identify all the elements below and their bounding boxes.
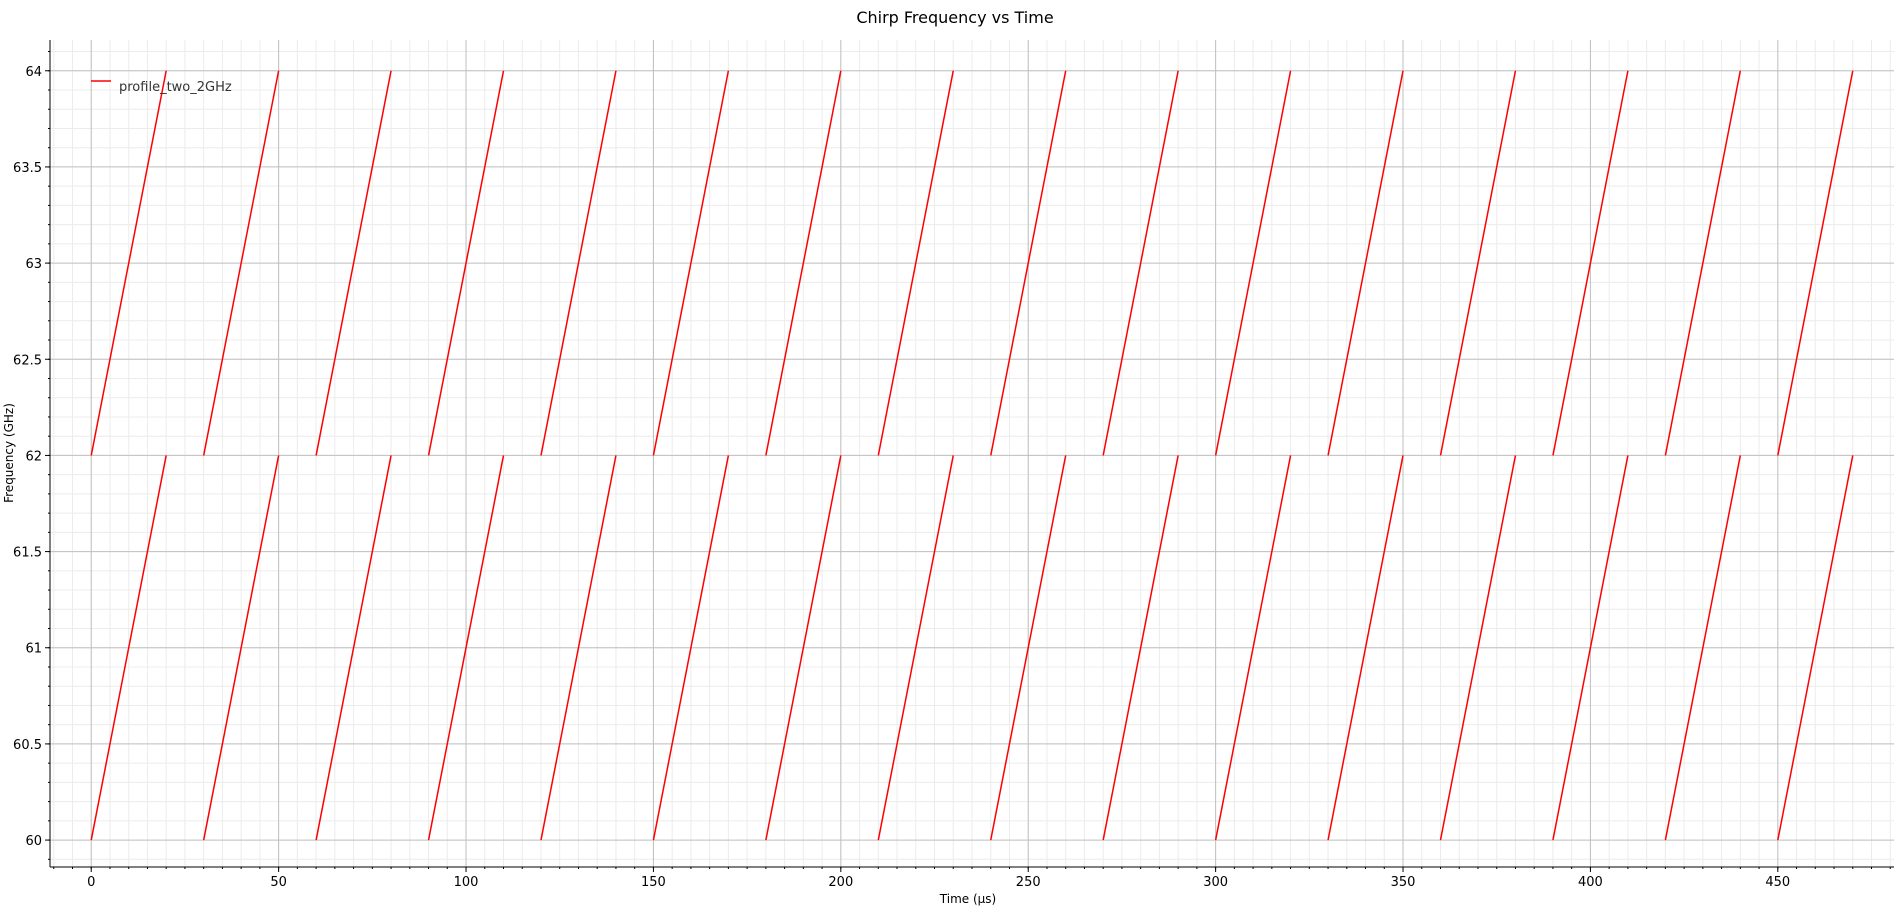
x-tick-label: 200 <box>828 875 853 890</box>
chirp-segment <box>315 455 392 841</box>
y-tick-label: 60.5 <box>13 738 42 753</box>
chirp-segment <box>1102 455 1179 841</box>
x-tick-label: 400 <box>1578 875 1603 890</box>
y-tick-label: 63 <box>25 257 42 272</box>
y-tick-label: 63.5 <box>13 161 42 176</box>
chirp-segment <box>1102 70 1179 456</box>
chirp-segment <box>877 455 954 841</box>
x-tick-label: 150 <box>641 875 666 890</box>
chirp-segment <box>1439 455 1517 841</box>
chirp-segment <box>877 70 954 456</box>
chirp-segment <box>427 70 505 456</box>
x-tick-label: 0 <box>87 875 95 890</box>
chirp-segment <box>765 455 842 841</box>
x-axis-label: Time (µs) <box>939 892 996 906</box>
y-tick-label: 62.5 <box>13 353 42 368</box>
x-axis-ticks: 0 50 100 150 200 250 300 350 400 450 <box>53 867 1891 890</box>
chirp-segment <box>1214 70 1292 456</box>
chirp-segment <box>1439 70 1517 456</box>
chirp-segment <box>1327 70 1404 456</box>
chirp-segment <box>652 455 730 841</box>
chirp-segment <box>315 70 392 456</box>
chirp-segment <box>1777 455 1854 841</box>
chirp-segment <box>1327 455 1404 841</box>
chirp-segment <box>1664 455 1742 841</box>
chirp-segment <box>652 70 730 456</box>
chirp-segment <box>90 70 167 456</box>
chirp-segment <box>202 70 280 456</box>
x-tick-label: 50 <box>270 875 287 890</box>
y-tick-label: 60 <box>25 834 42 849</box>
x-tick-label: 350 <box>1391 875 1416 890</box>
x-tick-label: 450 <box>1765 875 1790 890</box>
chirp-segment <box>1552 70 1629 456</box>
chirp-segment <box>1664 70 1742 456</box>
x-tick-label: 250 <box>1016 875 1041 890</box>
y-tick-label: 64 <box>25 65 42 80</box>
chirp-segment <box>765 70 842 456</box>
x-tick-label: 100 <box>454 875 479 890</box>
chirp-segment <box>202 455 280 841</box>
legend: profile_two_2GHz <box>91 80 232 95</box>
chirp-segment <box>990 70 1067 456</box>
chirp-segment <box>1214 455 1292 841</box>
chart-title: Chirp Frequency vs Time <box>856 8 1053 27</box>
chirp-segment <box>1552 455 1629 841</box>
chirp-segment <box>540 70 617 456</box>
x-tick-label: 300 <box>1203 875 1228 890</box>
y-tick-label: 61.5 <box>13 546 42 561</box>
chirp-segment <box>427 455 505 841</box>
y-tick-label: 61 <box>25 642 42 657</box>
chirp-segment <box>90 455 167 841</box>
y-axis-label: Frequency (GHz) <box>2 403 16 503</box>
chirp-segment <box>990 455 1067 841</box>
y-axis-ticks: 60 60.5 61 61.5 62 62.5 63 63.5 64 <box>13 51 50 860</box>
legend-label: profile_two_2GHz <box>119 80 232 95</box>
chirp-segment <box>1777 70 1854 456</box>
chirp-segment <box>540 455 617 841</box>
plot-series <box>90 70 1854 841</box>
y-tick-label: 62 <box>25 449 42 464</box>
